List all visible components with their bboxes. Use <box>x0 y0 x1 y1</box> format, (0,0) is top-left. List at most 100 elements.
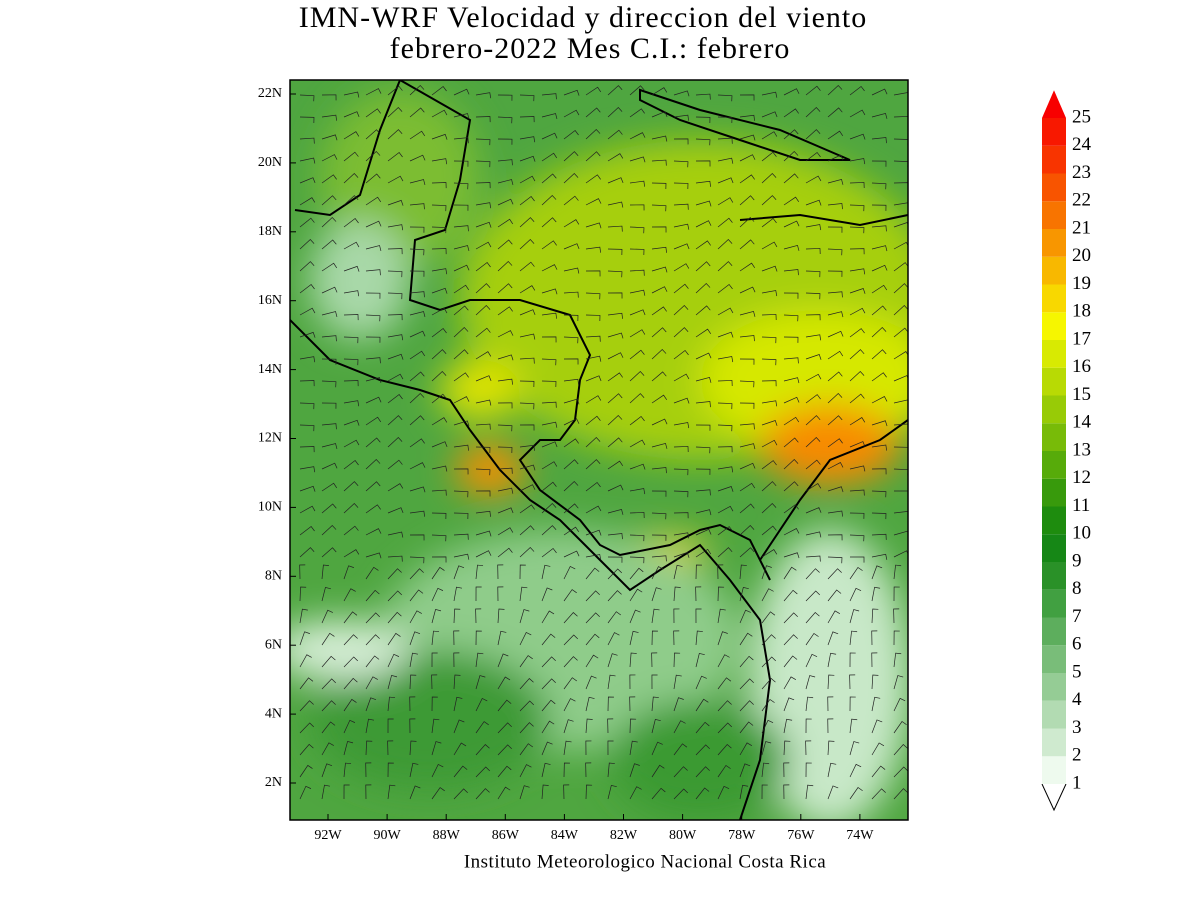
barb <box>409 438 425 448</box>
barb <box>563 634 579 646</box>
barb <box>849 763 862 778</box>
lat-axis: 22N 20N 18N 16N 14N 12N 10N 8N 6N 4N 2N <box>258 86 296 790</box>
barb <box>563 418 580 426</box>
barb <box>739 402 755 409</box>
barb <box>585 270 601 277</box>
barb <box>541 699 556 712</box>
barb <box>805 314 821 321</box>
barb <box>431 696 438 712</box>
barb <box>695 282 711 294</box>
barb <box>475 283 491 294</box>
barb <box>541 633 556 646</box>
barb <box>849 328 865 338</box>
barb <box>321 195 337 206</box>
lon-label: 82W <box>610 828 638 843</box>
barb <box>365 589 380 602</box>
barb <box>673 743 688 756</box>
barb <box>739 503 755 514</box>
colorbar-label: 14 <box>1072 412 1092 433</box>
barb <box>629 609 641 624</box>
colorbar-label: 17 <box>1072 328 1091 349</box>
barb <box>607 248 623 255</box>
barb <box>409 107 425 118</box>
barb <box>431 268 448 275</box>
barb <box>365 269 381 276</box>
barb <box>893 697 906 712</box>
barb <box>541 678 556 690</box>
colorbar-label: 11 <box>1072 495 1090 516</box>
barb <box>761 217 777 228</box>
barb <box>519 136 536 143</box>
barb <box>805 373 822 382</box>
barb <box>607 508 624 515</box>
barb <box>717 526 733 536</box>
barb <box>871 420 888 427</box>
barb <box>805 107 821 118</box>
lat-label: 18N <box>258 224 282 239</box>
barb <box>475 744 490 756</box>
barb <box>673 182 689 190</box>
barb <box>761 420 778 426</box>
barb <box>387 353 404 360</box>
barb <box>365 634 380 646</box>
barb <box>695 787 710 800</box>
barb <box>431 441 448 448</box>
barb <box>431 393 447 404</box>
barb <box>783 740 791 756</box>
barb <box>717 239 733 250</box>
barb <box>387 611 402 624</box>
barb <box>805 718 812 734</box>
barb <box>849 556 865 563</box>
barb <box>739 547 755 558</box>
barb <box>827 510 844 517</box>
barb <box>805 248 821 255</box>
colorbar-label: 20 <box>1072 245 1091 266</box>
barb <box>761 173 777 184</box>
colorbar-label: 18 <box>1072 301 1091 322</box>
barb <box>629 674 636 690</box>
barb <box>431 349 447 360</box>
lon-label: 90W <box>373 828 401 843</box>
barb <box>695 200 712 207</box>
barb <box>453 245 470 252</box>
barb <box>409 696 416 712</box>
barb <box>717 677 732 690</box>
barb <box>431 787 445 800</box>
barb <box>717 157 734 164</box>
barb <box>607 718 614 734</box>
barb <box>475 241 492 250</box>
barb <box>695 401 711 408</box>
barb <box>717 743 732 756</box>
barb <box>761 698 775 712</box>
barb <box>475 327 491 338</box>
colorbar-box <box>1042 673 1066 701</box>
barb <box>695 160 711 167</box>
barb <box>387 175 404 184</box>
barb <box>365 762 372 778</box>
barb <box>783 528 800 536</box>
barb <box>497 424 513 432</box>
barb <box>497 765 512 778</box>
barb <box>343 503 359 514</box>
colorbar-box <box>1042 256 1066 285</box>
barb <box>761 439 778 448</box>
barb <box>607 292 623 299</box>
barb <box>431 204 447 212</box>
barb <box>849 609 860 624</box>
barb <box>651 418 668 426</box>
barb <box>541 312 557 319</box>
lat-label: 2N <box>265 775 282 790</box>
barb <box>585 128 601 140</box>
barb <box>827 589 842 602</box>
barb <box>519 504 535 514</box>
barb <box>585 355 602 362</box>
barb <box>827 462 844 470</box>
barb <box>849 741 860 756</box>
barb <box>563 314 579 321</box>
barb <box>497 116 513 124</box>
barb <box>453 225 469 232</box>
barb <box>629 289 646 296</box>
colorbar-box <box>1042 534 1066 562</box>
barb <box>651 371 667 382</box>
barb <box>651 442 668 449</box>
